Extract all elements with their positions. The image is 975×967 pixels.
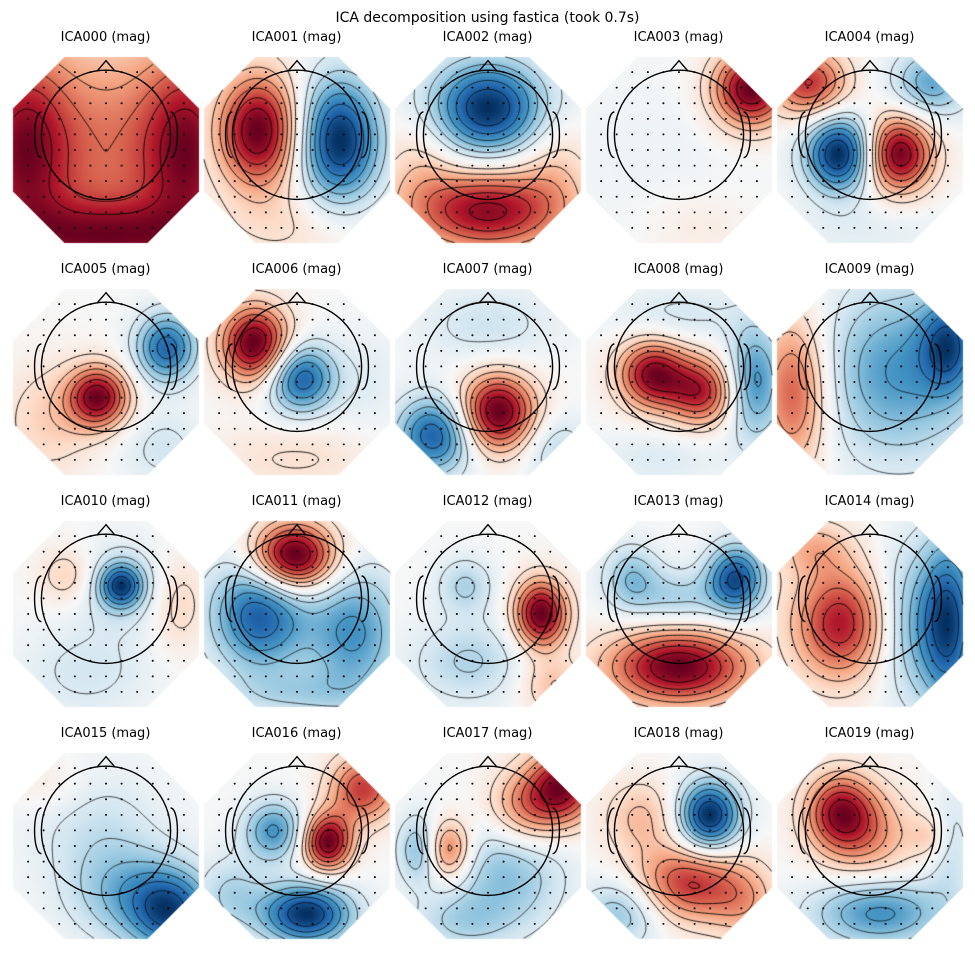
topomap-canvas bbox=[393, 751, 583, 941]
topomap-canvas bbox=[11, 519, 201, 709]
topomap-cell: ICA015 (mag) bbox=[10, 724, 201, 956]
topomap-canvas bbox=[393, 287, 583, 477]
topomap-canvas bbox=[584, 287, 774, 477]
topomap-canvas bbox=[202, 519, 392, 709]
topomap-canvas bbox=[775, 751, 965, 941]
topomap bbox=[584, 751, 774, 941]
component-label: ICA009 (mag) bbox=[774, 260, 965, 287]
topomap-cell: ICA010 (mag) bbox=[10, 492, 201, 724]
topomap bbox=[11, 751, 201, 941]
topomap bbox=[775, 519, 965, 709]
topomap bbox=[775, 751, 965, 941]
topomap-cell: ICA004 (mag) bbox=[774, 28, 965, 260]
topomap-canvas bbox=[775, 55, 965, 245]
topomap bbox=[775, 55, 965, 245]
component-label: ICA006 (mag) bbox=[201, 260, 392, 287]
topomap-cell: ICA014 (mag) bbox=[774, 492, 965, 724]
topomap-cell: ICA019 (mag) bbox=[774, 724, 965, 956]
topomap-canvas bbox=[584, 751, 774, 941]
topomap-canvas bbox=[775, 287, 965, 477]
topomap bbox=[202, 287, 392, 477]
figure-suptitle: ICA decomposition using fastica (took 0.… bbox=[10, 10, 965, 26]
topomap bbox=[393, 55, 583, 245]
figure: ICA decomposition using fastica (took 0.… bbox=[10, 10, 965, 956]
topomap-cell: ICA002 (mag) bbox=[392, 28, 583, 260]
topomap-cell: ICA003 (mag) bbox=[583, 28, 774, 260]
component-label: ICA008 (mag) bbox=[583, 260, 774, 287]
component-label: ICA007 (mag) bbox=[392, 260, 583, 287]
topomap-cell: ICA013 (mag) bbox=[583, 492, 774, 724]
topomap bbox=[584, 287, 774, 477]
topomap-canvas bbox=[584, 55, 774, 245]
component-label: ICA000 (mag) bbox=[10, 28, 201, 55]
topomap-canvas bbox=[393, 55, 583, 245]
topomap bbox=[202, 751, 392, 941]
topomap-cell: ICA012 (mag) bbox=[392, 492, 583, 724]
topomap-cell: ICA000 (mag) bbox=[10, 28, 201, 260]
topomap-grid: ICA000 (mag)ICA001 (mag)ICA002 (mag)ICA0… bbox=[10, 28, 965, 956]
topomap bbox=[393, 751, 583, 941]
topomap bbox=[584, 519, 774, 709]
topomap-cell: ICA006 (mag) bbox=[201, 260, 392, 492]
topomap-canvas bbox=[775, 519, 965, 709]
component-label: ICA015 (mag) bbox=[10, 724, 201, 751]
component-label: ICA010 (mag) bbox=[10, 492, 201, 519]
topomap-cell: ICA018 (mag) bbox=[583, 724, 774, 956]
topomap-canvas bbox=[202, 55, 392, 245]
component-label: ICA012 (mag) bbox=[392, 492, 583, 519]
component-label: ICA002 (mag) bbox=[392, 28, 583, 55]
component-label: ICA004 (mag) bbox=[774, 28, 965, 55]
component-label: ICA019 (mag) bbox=[774, 724, 965, 751]
topomap-cell: ICA017 (mag) bbox=[392, 724, 583, 956]
component-label: ICA003 (mag) bbox=[583, 28, 774, 55]
topomap-cell: ICA007 (mag) bbox=[392, 260, 583, 492]
topomap-cell: ICA011 (mag) bbox=[201, 492, 392, 724]
topomap bbox=[584, 55, 774, 245]
component-label: ICA005 (mag) bbox=[10, 260, 201, 287]
topomap bbox=[11, 55, 201, 245]
topomap-canvas bbox=[11, 287, 201, 477]
topomap bbox=[202, 519, 392, 709]
topomap bbox=[11, 287, 201, 477]
topomap bbox=[393, 519, 583, 709]
topomap-canvas bbox=[11, 55, 201, 245]
topomap-canvas bbox=[393, 519, 583, 709]
topomap-canvas bbox=[584, 519, 774, 709]
component-label: ICA001 (mag) bbox=[201, 28, 392, 55]
topomap-cell: ICA009 (mag) bbox=[774, 260, 965, 492]
component-label: ICA011 (mag) bbox=[201, 492, 392, 519]
component-label: ICA013 (mag) bbox=[583, 492, 774, 519]
topomap bbox=[393, 287, 583, 477]
topomap-cell: ICA016 (mag) bbox=[201, 724, 392, 956]
component-label: ICA017 (mag) bbox=[392, 724, 583, 751]
topomap-cell: ICA001 (mag) bbox=[201, 28, 392, 260]
topomap bbox=[202, 55, 392, 245]
topomap-cell: ICA005 (mag) bbox=[10, 260, 201, 492]
topomap bbox=[11, 519, 201, 709]
topomap bbox=[775, 287, 965, 477]
component-label: ICA014 (mag) bbox=[774, 492, 965, 519]
component-label: ICA018 (mag) bbox=[583, 724, 774, 751]
component-label: ICA016 (mag) bbox=[201, 724, 392, 751]
topomap-cell: ICA008 (mag) bbox=[583, 260, 774, 492]
topomap-canvas bbox=[202, 287, 392, 477]
topomap-canvas bbox=[202, 751, 392, 941]
topomap-canvas bbox=[11, 751, 201, 941]
